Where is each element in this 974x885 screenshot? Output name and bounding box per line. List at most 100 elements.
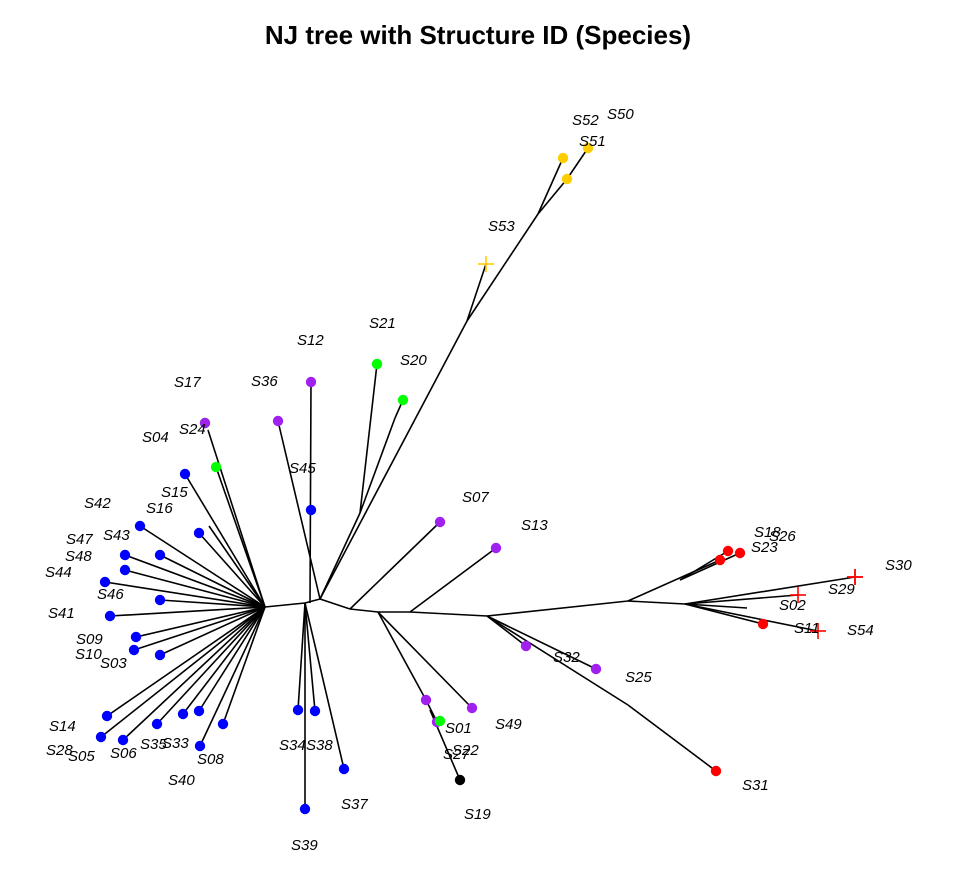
tree-branch bbox=[377, 611, 427, 701]
tip-label-s49: S49 bbox=[495, 716, 522, 733]
tip-label-s53: S53 bbox=[488, 218, 515, 235]
tip-marker-s25 bbox=[590, 663, 602, 675]
tree-branch bbox=[409, 611, 488, 617]
tip-label-s29: S29 bbox=[828, 581, 855, 598]
tree-branch bbox=[304, 602, 316, 712]
tip-marker-s41 bbox=[104, 610, 116, 622]
tip-label-s12: S12 bbox=[297, 332, 324, 349]
tree-branch bbox=[100, 606, 266, 738]
tip-label-s34: S34 bbox=[279, 737, 306, 754]
tree-edges bbox=[100, 147, 856, 809]
tip-marker-s22 bbox=[434, 715, 446, 727]
tip-marker-s03 bbox=[154, 649, 166, 661]
tree-branch bbox=[124, 569, 266, 608]
tip-marker-s16 bbox=[193, 527, 205, 539]
tip-marker-s23 bbox=[734, 547, 746, 559]
tip-label-s52: S52 bbox=[572, 112, 599, 129]
tree-branch bbox=[159, 599, 266, 608]
tree-branch bbox=[133, 606, 266, 651]
tip-label-s39: S39 bbox=[291, 837, 318, 854]
tree-branch bbox=[198, 606, 266, 712]
tip-marker-s48 bbox=[119, 564, 131, 576]
tip-label-s54: S54 bbox=[847, 622, 874, 639]
tip-marker-s18 bbox=[722, 545, 734, 557]
tip-marker-s14 bbox=[101, 710, 113, 722]
tip-marker-s09 bbox=[130, 631, 142, 643]
tip-marker-s28 bbox=[151, 718, 163, 730]
tree-branch bbox=[215, 466, 266, 608]
tip-label-s26: S26 bbox=[769, 528, 796, 545]
tree-branch bbox=[684, 576, 856, 605]
tree-branch bbox=[159, 554, 266, 608]
tree-branch bbox=[304, 602, 345, 770]
tree-branch bbox=[182, 606, 266, 715]
tree-branch bbox=[199, 606, 266, 747]
tree-branch bbox=[684, 594, 799, 605]
tree-branch bbox=[106, 606, 266, 717]
tree-branch bbox=[466, 213, 539, 322]
tip-marker-s33 bbox=[177, 708, 189, 720]
tip-label-s09: S09 bbox=[76, 631, 103, 648]
tree-branch bbox=[304, 598, 321, 604]
tree-branch bbox=[359, 417, 396, 514]
tree-branch bbox=[156, 606, 266, 725]
tree-branch bbox=[566, 147, 589, 180]
tip-label-s18: S18 bbox=[754, 524, 781, 541]
tip-label-s20: S20 bbox=[400, 352, 427, 369]
tip-marker-s10 bbox=[128, 644, 140, 656]
tip-marker-s13 bbox=[490, 542, 502, 554]
tip-label-s30: S30 bbox=[885, 557, 912, 574]
tree-branch bbox=[109, 606, 266, 617]
tip-label-s04: S04 bbox=[142, 429, 169, 446]
tip-marker-s37 bbox=[338, 763, 350, 775]
tip-marker-s04 bbox=[210, 461, 222, 473]
tip-marker-s49 bbox=[466, 702, 478, 714]
tree-branch bbox=[319, 598, 351, 610]
tip-marker-s47 bbox=[119, 549, 131, 561]
tip-label-s15: S15 bbox=[161, 484, 188, 501]
tree-branch bbox=[486, 615, 629, 706]
tip-label-s23: S23 bbox=[751, 539, 778, 556]
tip-label-s14: S14 bbox=[49, 718, 76, 735]
tip-marker-s53 bbox=[478, 256, 494, 272]
tree-branch bbox=[377, 611, 473, 709]
tip-label-s50: S50 bbox=[607, 106, 634, 123]
tree-branch bbox=[684, 603, 748, 609]
tip-marker-s38 bbox=[309, 705, 321, 717]
tip-label-s31: S31 bbox=[742, 777, 769, 794]
tree-branch bbox=[349, 521, 441, 610]
tip-marker-s12 bbox=[305, 376, 317, 388]
tree-branch bbox=[208, 525, 266, 608]
tree-branch bbox=[124, 554, 266, 608]
tree-branch bbox=[135, 606, 266, 638]
tree-branch bbox=[486, 615, 597, 670]
tip-label-s46: S46 bbox=[97, 586, 124, 603]
tip-label-s38: S38 bbox=[306, 737, 333, 754]
tip-marker-s21 bbox=[371, 358, 383, 370]
tip-marker-s46 bbox=[154, 594, 166, 606]
tip-marker-s42 bbox=[134, 520, 146, 532]
tree-branch bbox=[222, 606, 266, 725]
tip-label-s33: S33 bbox=[162, 735, 189, 752]
tip-label-s19: S19 bbox=[464, 806, 491, 823]
tip-marker-s24 bbox=[199, 417, 211, 429]
tip-label-s06: S06 bbox=[110, 745, 137, 762]
tree-branch bbox=[198, 532, 266, 608]
tip-marker-s15 bbox=[179, 468, 191, 480]
tip-marker-s45 bbox=[305, 504, 317, 516]
tip-label-s35: S35 bbox=[140, 736, 167, 753]
tip-label-s01: S01 bbox=[445, 720, 472, 737]
tip-markers bbox=[95, 142, 863, 815]
tip-label-s08: S08 bbox=[197, 751, 224, 768]
chart-title: NJ tree with Structure ID (Species) bbox=[265, 20, 691, 50]
tree-branch bbox=[139, 525, 266, 608]
tree-branch bbox=[627, 600, 686, 605]
tip-marker-s19 bbox=[454, 774, 466, 786]
tree-branch bbox=[309, 381, 312, 604]
tree-branch bbox=[684, 603, 819, 632]
tip-marker-s27 bbox=[420, 694, 432, 706]
tip-marker-s50 bbox=[582, 142, 594, 154]
tip-label-s41: S41 bbox=[48, 605, 75, 622]
tip-marker-s44 bbox=[99, 576, 111, 588]
